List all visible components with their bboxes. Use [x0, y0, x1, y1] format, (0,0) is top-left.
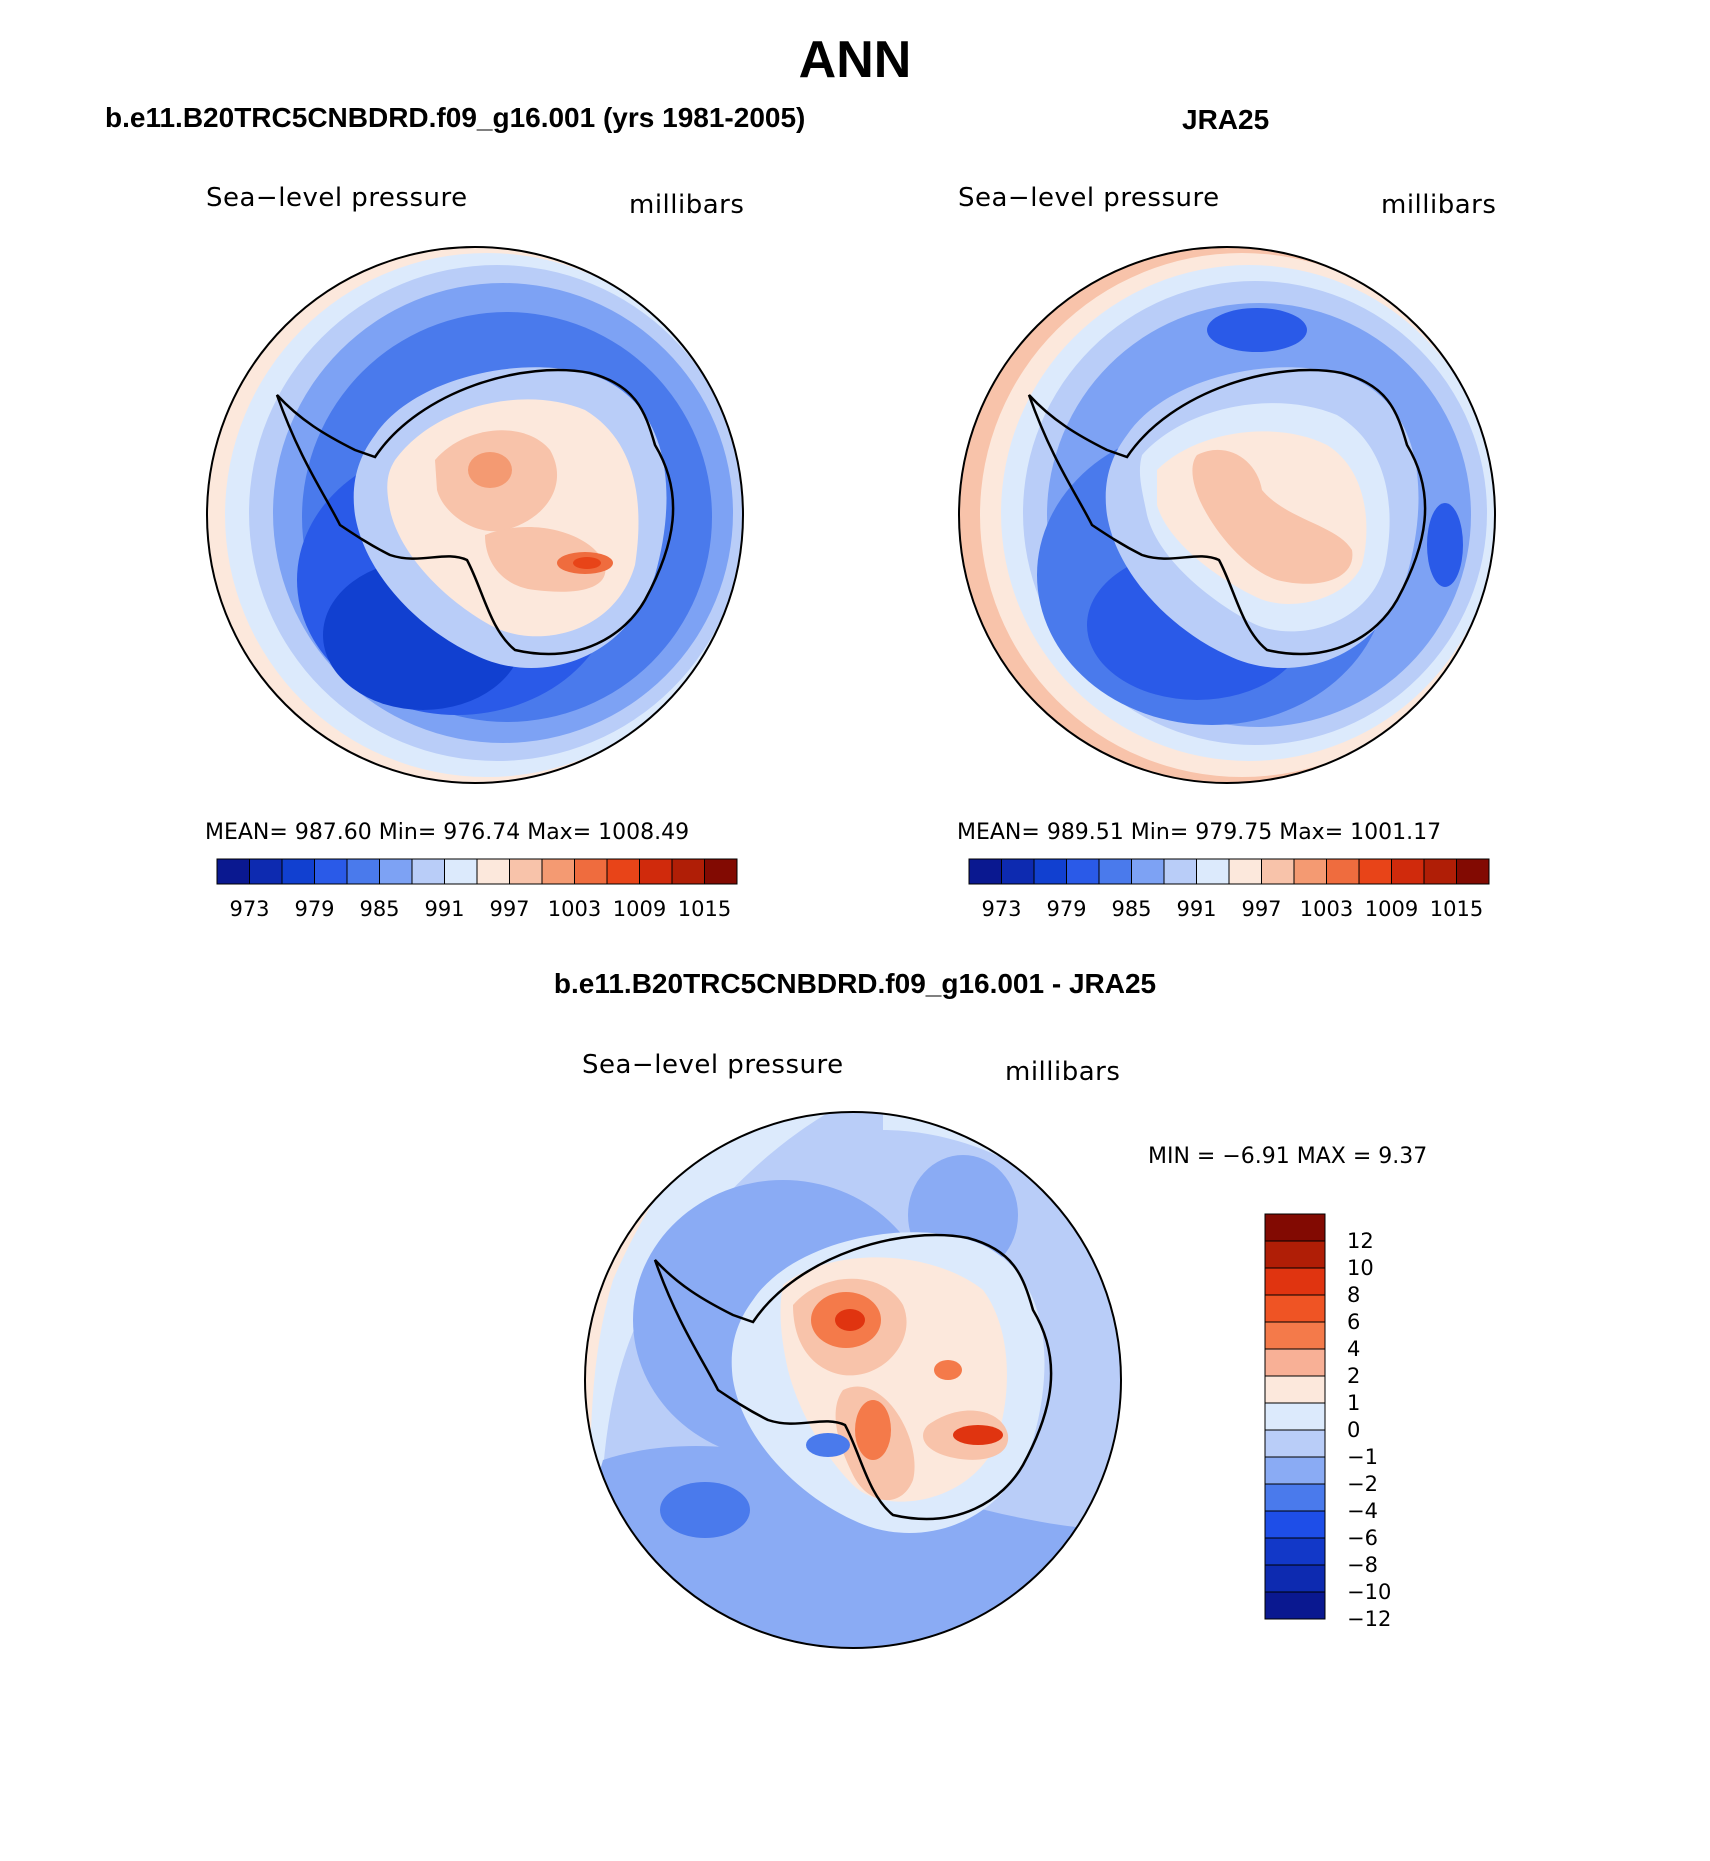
- panel3-colorbar-box: [1264, 1375, 1326, 1404]
- panel2-colorbar-box: [1261, 858, 1295, 885]
- panel1-stats: MEAN= 987.60 Min= 976.74 Max= 1008.49: [205, 820, 690, 845]
- panel2-colorbar-tick-label: 973: [981, 897, 1021, 921]
- panel3-colorbar-tick-label: −10: [1347, 1580, 1391, 1604]
- panel1-colorbar-box: [411, 858, 445, 885]
- panel2-colorbar-tick-label: 1003: [1300, 897, 1353, 921]
- panel1-title: b.e11.B20TRC5CNBDRD.f09_g16.001 (yrs 198…: [105, 102, 806, 133]
- panel3-variable-label: Sea−level pressure: [582, 1050, 844, 1080]
- panel3-colorbar-tick-label: 10: [1347, 1256, 1374, 1280]
- panel3-colorbar-box: [1264, 1537, 1326, 1566]
- panel1-polar-map: [206, 246, 744, 784]
- panel3-difference-map: [584, 1111, 1122, 1649]
- panel1-colorbar-tick-label: 997: [489, 897, 529, 921]
- panel2-colorbar-box: [1001, 858, 1035, 885]
- panel1-colorbar-box: [476, 858, 510, 885]
- panel1-colorbar-box: [574, 858, 608, 885]
- panel1-colorbar-box: [346, 858, 380, 885]
- panel3-colorbar-tick-label: −4: [1347, 1499, 1378, 1523]
- panel3-colorbar-box: [1264, 1564, 1326, 1593]
- panel3-colorbar-box: [1264, 1483, 1326, 1512]
- panel2-colorbar-tick-label: 997: [1241, 897, 1281, 921]
- panel2-colorbar-box: [1293, 858, 1327, 885]
- panel2-colorbar-box: [1228, 858, 1262, 885]
- panel3-colorbar-box: [1264, 1429, 1326, 1458]
- panel2-colorbar-box: [1033, 858, 1067, 885]
- panel2-colorbar-box: [1358, 858, 1392, 885]
- panel3-colorbar-box: [1264, 1510, 1326, 1539]
- panel3-colorbar-tick-label: 0: [1347, 1418, 1360, 1442]
- panel1-colorbar: 973 979 985 991 997 1003 1009 1015: [216, 858, 738, 921]
- panel1-colorbar-tick-label: 985: [359, 897, 399, 921]
- panel2-colorbar: 973 979 985 991 997 1003 1009 1015: [968, 858, 1490, 921]
- panel2-colorbar-tick-label: 979: [1046, 897, 1086, 921]
- panel2-colorbar-box: [1196, 858, 1230, 885]
- panel3-colorbar-tick-label: −2: [1347, 1472, 1378, 1496]
- panel3-colorbar-tick-label: −6: [1347, 1526, 1378, 1550]
- panel1-colorbar-tick-label: 991: [424, 897, 464, 921]
- panel1-colorbar-tick-label: 979: [294, 897, 334, 921]
- panel3-title: b.e11.B20TRC5CNBDRD.f09_g16.001 - JRA25: [553, 968, 1157, 999]
- panel3-colorbar-box: [1264, 1591, 1326, 1620]
- panel2-colorbar-box: [1391, 858, 1425, 885]
- panel3-colorbar-box: [1264, 1321, 1326, 1350]
- panel1-colorbar-box: [281, 858, 315, 885]
- panel2-colorbar-tick-label: 1009: [1365, 897, 1418, 921]
- panel1-colorbar-tick-label: 1015: [678, 897, 731, 921]
- panel3-colorbar-tick-label: −12: [1347, 1607, 1391, 1631]
- panel2-variable-label: Sea−level pressure: [958, 183, 1220, 213]
- panel2-colorbar-box: [1131, 858, 1165, 885]
- panel2-colorbar-tick-label: 985: [1111, 897, 1151, 921]
- panel3-colorbar-box: [1264, 1240, 1326, 1269]
- panel2-colorbar-box: [1163, 858, 1197, 885]
- panel3-colorbar-box: [1264, 1213, 1326, 1242]
- panel1-colorbar-box: [606, 858, 640, 885]
- panel1-colorbar-box: [249, 858, 283, 885]
- panel1-units-label: millibars: [629, 190, 745, 220]
- panel1-colorbar-tick-label: 1009: [613, 897, 666, 921]
- panel1-colorbar-box: [216, 858, 250, 885]
- panel3-colorbar-tick-label: 12: [1347, 1229, 1374, 1253]
- panel3-colorbar-box: [1264, 1456, 1326, 1485]
- panel3-units-label: millibars: [1005, 1057, 1121, 1087]
- panel3-colorbar-box: [1264, 1267, 1326, 1296]
- panel2-polar-map: [958, 246, 1496, 784]
- panel2-colorbar-box: [1066, 858, 1100, 885]
- panel1-variable-label: Sea−level pressure: [206, 183, 468, 213]
- panel2-title: JRA25: [1182, 104, 1270, 135]
- panel1-colorbar-box: [379, 858, 413, 885]
- main-title: ANN: [798, 31, 912, 89]
- panel3-colorbar-box: [1264, 1402, 1326, 1431]
- panel1-colorbar-tick-label: 1003: [548, 897, 601, 921]
- panel3-colorbar-tick-label: −8: [1347, 1553, 1378, 1577]
- panel1-colorbar-box: [444, 858, 478, 885]
- panel1-colorbar-tick-label: 973: [229, 897, 269, 921]
- panel2-stats: MEAN= 989.51 Min= 979.75 Max= 1001.17: [957, 820, 1442, 845]
- panel3-colorbar-tick-label: 8: [1347, 1283, 1360, 1307]
- panel1-colorbar-box: [509, 858, 543, 885]
- panel1-colorbar-box: [541, 858, 575, 885]
- panel1-colorbar-box: [671, 858, 705, 885]
- panel3-colorbar-box: [1264, 1294, 1326, 1323]
- panel2-colorbar-box: [968, 858, 1002, 885]
- panel2-colorbar-tick-label: 1015: [1430, 897, 1483, 921]
- panel2-colorbar-box: [1456, 858, 1490, 885]
- panel1-colorbar-box: [639, 858, 673, 885]
- panel2-colorbar-tick-label: 991: [1176, 897, 1216, 921]
- panel3-colorbar-tick-label: 2: [1347, 1364, 1360, 1388]
- panel3-colorbar-box: [1264, 1348, 1326, 1377]
- panel1-colorbar-box: [314, 858, 348, 885]
- panel2-units-label: millibars: [1381, 190, 1497, 220]
- panel3-colorbar-tick-label: −1: [1347, 1445, 1378, 1469]
- panel2-colorbar-box: [1326, 858, 1360, 885]
- panel3-colorbar-tick-label: 6: [1347, 1310, 1360, 1334]
- panel3-colorbar-tick-label: 4: [1347, 1337, 1360, 1361]
- panel3-stats: MIN = −6.91 MAX = 9.37: [1148, 1144, 1428, 1169]
- panel2-colorbar-box: [1098, 858, 1132, 885]
- panel3-colorbar-tick-label: 1: [1347, 1391, 1360, 1415]
- panel1-colorbar-box: [704, 858, 738, 885]
- panel2-colorbar-box: [1423, 858, 1457, 885]
